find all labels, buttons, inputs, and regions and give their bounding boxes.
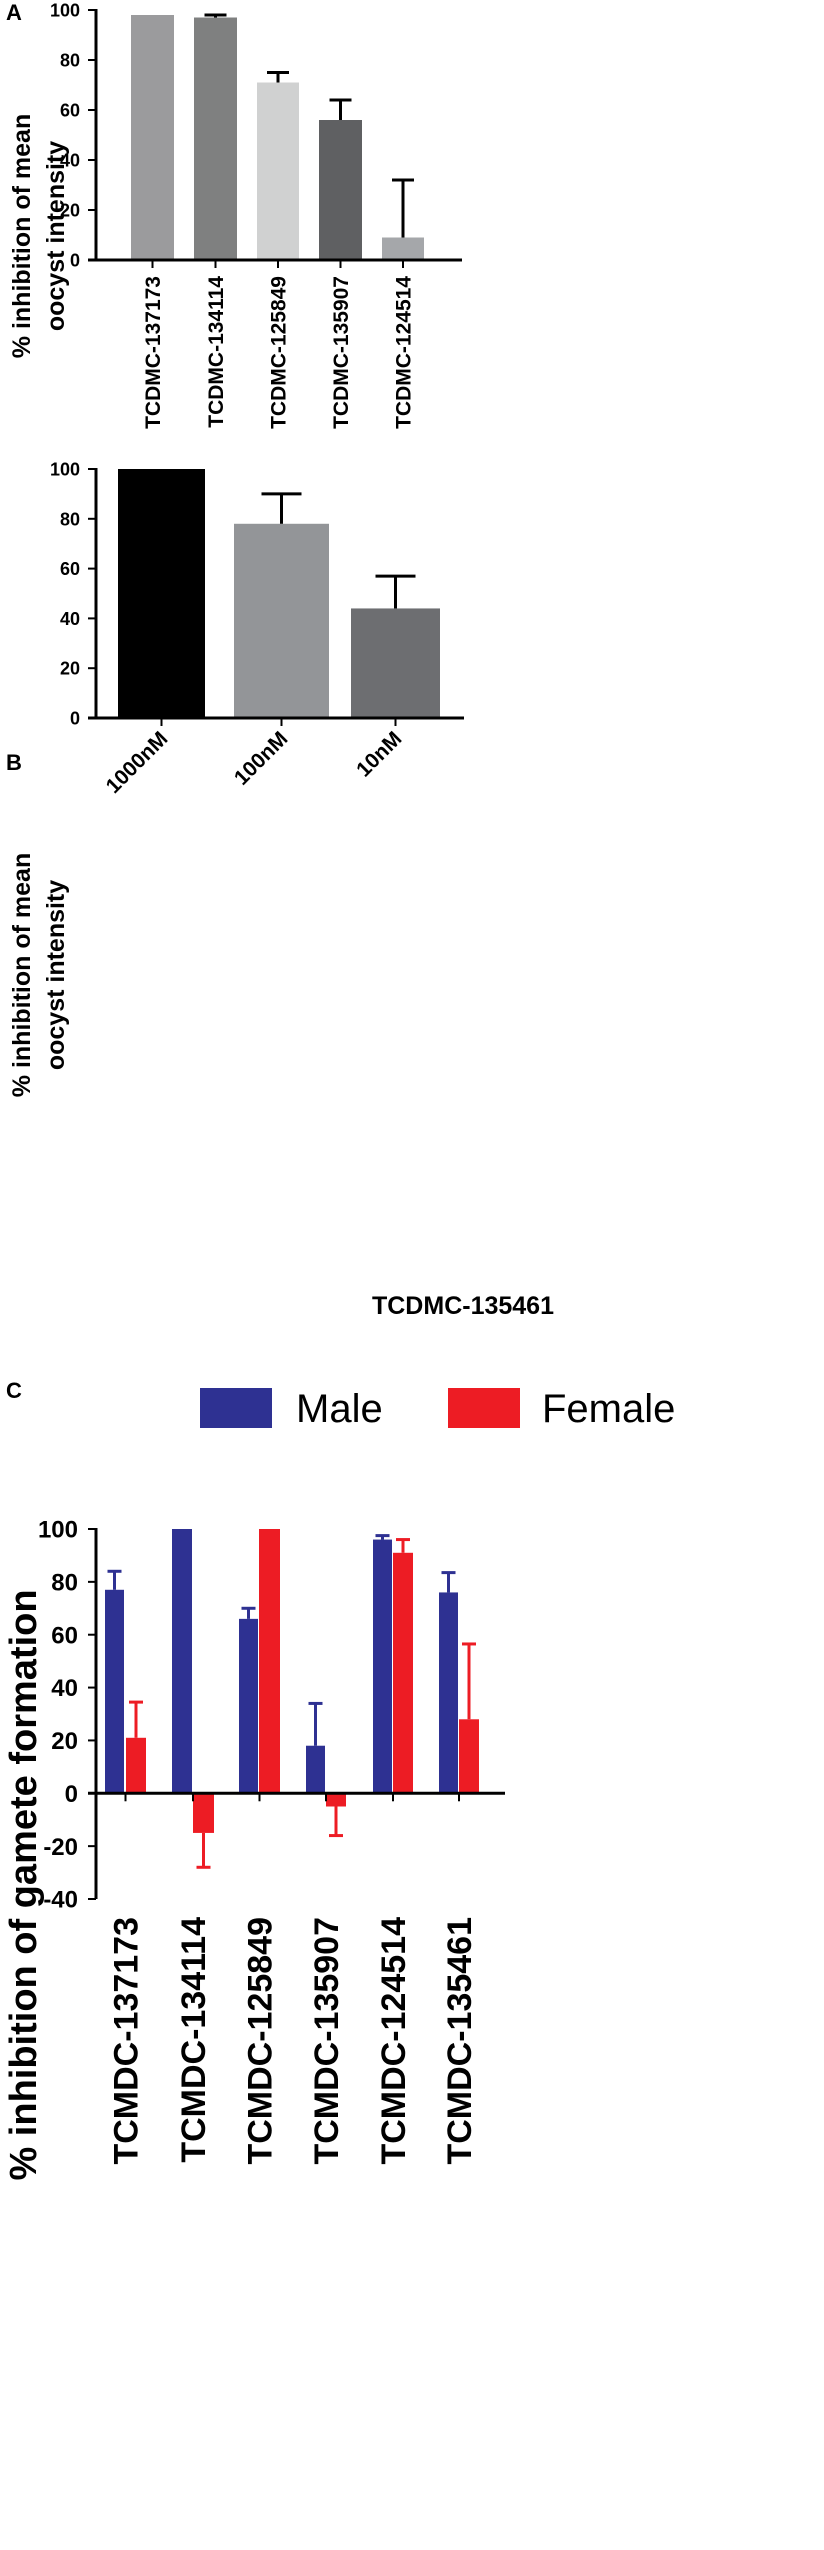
panel-a: A % inhibition of mean oocyst intensity …	[6, 0, 462, 429]
legend: Male Female	[200, 1387, 675, 1431]
legend-label-male: Male	[296, 1387, 383, 1431]
x-tick-label-tcdmc-137173: TCDMC-137173	[142, 276, 165, 429]
legend-swatch-female	[448, 1388, 520, 1428]
x-tick-label-tcdmc-124514: TCDMC-124514	[392, 276, 415, 429]
bar-tcdmc-134114	[194, 17, 237, 260]
y-tick-label: 80	[60, 509, 80, 529]
x-tick-label-tcmdc-135907: TCMDC-135907	[308, 1917, 346, 2165]
bar-female-tcmdc-134114	[193, 1793, 214, 1833]
bar-tcdmc-135907	[319, 120, 362, 260]
y-tick-label: 40	[51, 1675, 78, 1702]
y-tick-label: 0	[70, 250, 80, 270]
panel-a-ylabel-line1: % inhibition of mean	[8, 114, 36, 358]
x-tick-label-tcdmc-125849: TCDMC-125849	[267, 276, 290, 429]
y-tick-label: 60	[51, 1622, 78, 1649]
bar-10nm	[351, 608, 440, 718]
bar-female-tcmdc-137173	[126, 1737, 146, 1794]
bar-male-tcmdc-135907	[306, 1745, 325, 1794]
y-tick-label: 60	[60, 559, 80, 579]
panel-b-ylabel-line2: oocyst intensity	[42, 880, 70, 1070]
x-tick-label-10nm: 10nM	[352, 727, 406, 781]
panel-b-xlabel: TCDMC-135461	[372, 1292, 554, 1320]
y-tick-label: 80	[51, 1569, 78, 1596]
bar-tcdmc-124514	[382, 237, 424, 260]
y-tick-label: 0	[65, 1781, 78, 1808]
bar-female-tcmdc-125849	[259, 1529, 280, 1794]
bar-tcdmc-125849	[257, 82, 299, 260]
y-tick-label: -40	[43, 1887, 78, 1914]
y-tick-label: 100	[38, 1517, 78, 1544]
y-tick-label: 20	[51, 1728, 78, 1755]
x-tick-label-tcmdc-124514: TCMDC-124514	[375, 1917, 413, 2165]
y-tick-label: 20	[60, 200, 80, 220]
bar-1000nm	[118, 469, 205, 718]
legend-swatch-male	[200, 1388, 272, 1428]
panel-c-ylabel: % inhibition of gamete formation	[3, 1589, 45, 2180]
bar-male-tcmdc-135461	[439, 1592, 458, 1794]
bar-male-tcmdc-137173	[105, 1589, 124, 1794]
bar-female-tcmdc-135461	[459, 1719, 479, 1794]
y-tick-label: 60	[60, 100, 80, 120]
y-tick-label: 100	[50, 0, 80, 20]
bar-female-tcmdc-135907	[326, 1793, 346, 1807]
y-tick-label: 40	[60, 150, 80, 170]
x-tick-label-tcmdc-134114: TCMDC-134114	[175, 1917, 213, 2163]
bar-female-tcmdc-124514	[393, 1552, 413, 1794]
bar-male-tcmdc-125849	[239, 1618, 258, 1794]
panel-c-label: C	[6, 1378, 22, 1403]
x-tick-label-tcdmc-135907: TCDMC-135907	[330, 276, 353, 429]
panel-c: C % inhibition of gamete formation Male …	[3, 1378, 675, 2181]
y-tick-label: 40	[60, 609, 80, 629]
panel-b: B % inhibition of mean oocyst intensity …	[6, 459, 554, 1320]
y-tick-label: -20	[43, 1834, 78, 1861]
y-tick-label: 20	[60, 659, 80, 679]
x-tick-label-tcmdc-125849: TCMDC-125849	[241, 1917, 279, 2165]
y-tick-label: 0	[70, 708, 80, 728]
bar-male-tcmdc-134114	[172, 1529, 192, 1794]
panel-b-ylabel-line1: % inhibition of mean	[8, 853, 36, 1097]
x-tick-label-tcdmc-134114: TCDMC-134114	[205, 276, 228, 428]
y-tick-label: 80	[60, 50, 80, 70]
legend-label-female: Female	[542, 1387, 675, 1431]
x-tick-label-1000nm: 1000nM	[102, 727, 173, 798]
bar-100nm	[234, 523, 329, 718]
x-tick-label-100nm: 100nM	[230, 727, 292, 789]
bar-tcdmc-137173	[131, 15, 174, 260]
bar-male-tcmdc-124514	[373, 1539, 392, 1794]
panel-b-label: B	[6, 750, 22, 775]
panel-a-label: A	[6, 0, 22, 25]
panel-a-ylabel-line2: oocyst intensity	[42, 141, 70, 331]
y-tick-label: 100	[50, 459, 80, 479]
x-tick-label-tcmdc-135461: TCMDC-135461	[441, 1917, 479, 2165]
x-tick-label-tcmdc-137173: TCMDC-137173	[107, 1917, 145, 2165]
